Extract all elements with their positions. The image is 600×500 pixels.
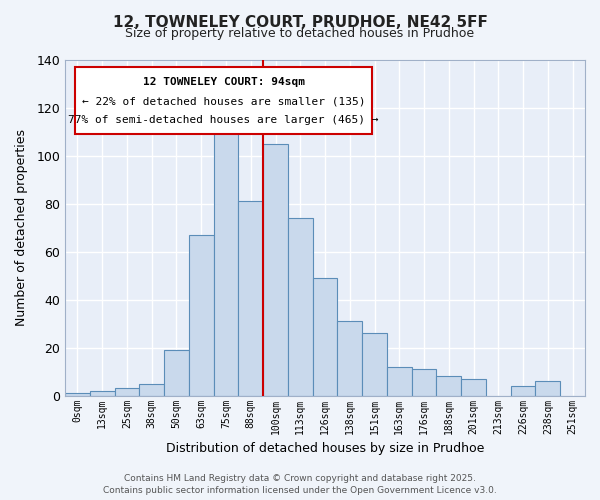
Bar: [90, 391, 115, 396]
Bar: [263, 144, 288, 396]
Bar: [412, 370, 436, 396]
Text: Size of property relative to detached houses in Prudhoe: Size of property relative to detached ho…: [125, 28, 475, 40]
Text: 12, TOWNELEY COURT, PRUDHOE, NE42 5FF: 12, TOWNELEY COURT, PRUDHOE, NE42 5FF: [113, 15, 487, 30]
Bar: [189, 235, 214, 396]
Text: 77% of semi-detached houses are larger (465) →: 77% of semi-detached houses are larger (…: [68, 116, 379, 126]
Bar: [164, 350, 189, 396]
Bar: [139, 384, 164, 396]
Bar: [461, 379, 486, 396]
FancyBboxPatch shape: [76, 66, 372, 134]
Bar: [288, 218, 313, 396]
Bar: [387, 367, 412, 396]
Bar: [436, 376, 461, 396]
Bar: [238, 202, 263, 396]
Bar: [214, 130, 238, 396]
Text: Contains HM Land Registry data © Crown copyright and database right 2025.
Contai: Contains HM Land Registry data © Crown c…: [103, 474, 497, 495]
Bar: [511, 386, 535, 396]
Bar: [362, 334, 387, 396]
Y-axis label: Number of detached properties: Number of detached properties: [15, 130, 28, 326]
Text: 12 TOWNELEY COURT: 94sqm: 12 TOWNELEY COURT: 94sqm: [143, 77, 305, 87]
Bar: [535, 382, 560, 396]
Bar: [65, 393, 90, 396]
X-axis label: Distribution of detached houses by size in Prudhoe: Distribution of detached houses by size …: [166, 442, 484, 455]
Bar: [115, 388, 139, 396]
Bar: [313, 278, 337, 396]
Text: ← 22% of detached houses are smaller (135): ← 22% of detached houses are smaller (13…: [82, 97, 365, 107]
Bar: [337, 322, 362, 396]
